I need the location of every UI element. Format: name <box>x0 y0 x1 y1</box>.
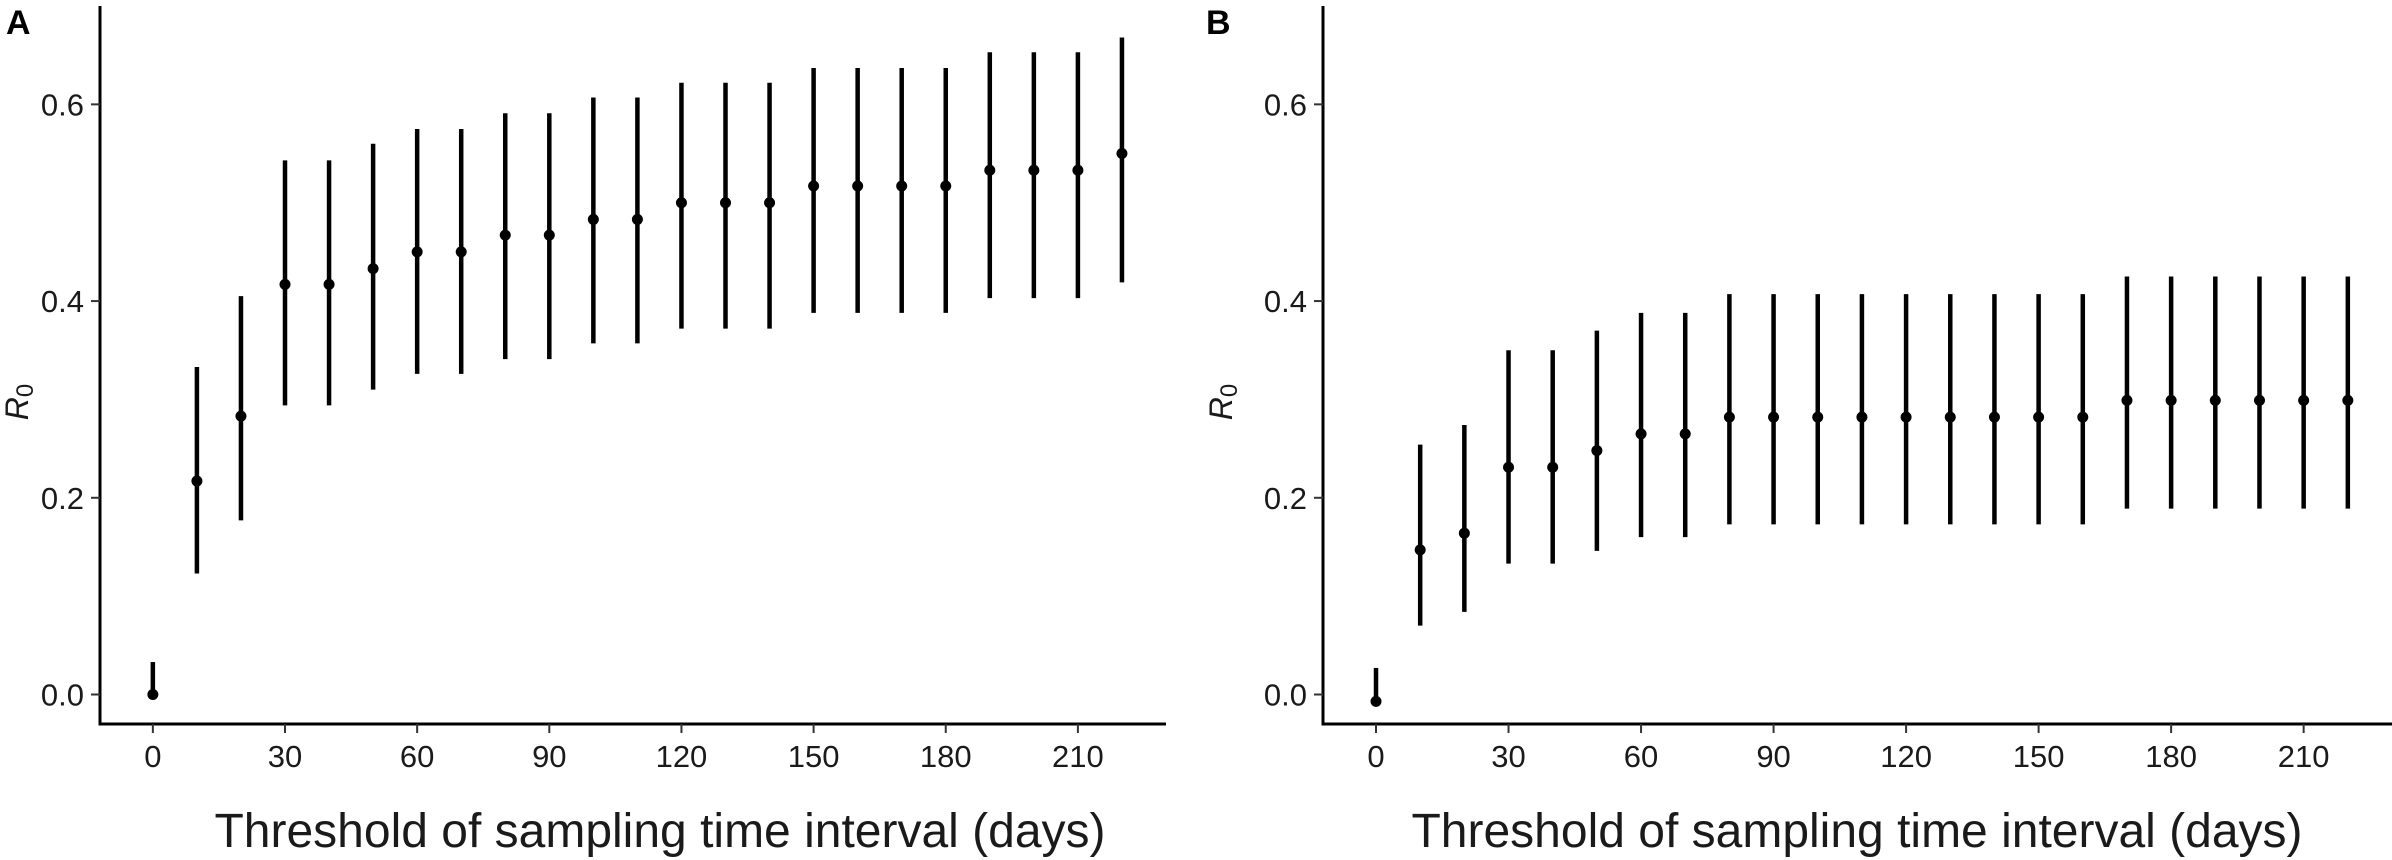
data-point <box>235 410 247 422</box>
data-point <box>1988 411 2000 423</box>
data-point <box>1414 544 1426 556</box>
y-tick-label: 0.6 <box>41 87 84 122</box>
data-point <box>984 164 996 176</box>
data-point <box>2121 394 2133 406</box>
data-point <box>1900 411 1912 423</box>
data-point <box>323 278 335 290</box>
x-tick-label: 60 <box>1624 739 1658 774</box>
data-point <box>367 263 379 275</box>
y-axis-title-a: R0 <box>0 384 39 420</box>
x-tick-label: 210 <box>1052 739 1104 774</box>
y-axis-title-b: R0 <box>1203 384 1243 420</box>
x-tick-label: 180 <box>920 739 972 774</box>
x-tick-label: 0 <box>1367 739 1384 774</box>
y-tick-label: 0.0 <box>1264 677 1307 712</box>
data-point <box>191 475 203 487</box>
x-tick-label: 210 <box>2278 739 2330 774</box>
data-point <box>2033 411 2045 423</box>
x-tick-label: 90 <box>1756 739 1790 774</box>
data-point <box>1723 411 1735 423</box>
data-point <box>455 246 467 258</box>
x-tick-label: 0 <box>144 739 161 774</box>
x-axis-title-a: Threshold of sampling time interval (day… <box>214 805 1105 858</box>
data-point <box>279 278 291 290</box>
y-tick-label: 0.6 <box>1264 87 1307 122</box>
data-point <box>720 197 732 209</box>
y-axis-title-sub-a: 0 <box>12 384 39 397</box>
data-point <box>1503 461 1515 473</box>
data-point <box>2077 411 2089 423</box>
data-point <box>1679 428 1691 440</box>
panel-a: A 0.0 0.2 0.4 0.6 0 30 60 90 120 150 180 210 Thresh… <box>0 4 1166 858</box>
data-point <box>2209 394 2221 406</box>
data-point <box>1856 411 1868 423</box>
data-point <box>1768 411 1780 423</box>
y-tick-label: 0.2 <box>1264 481 1307 516</box>
data-point <box>411 246 423 258</box>
data-point <box>587 213 599 225</box>
panel-label-b: B <box>1206 4 1231 42</box>
plot-area-a: 0.0 0.2 0.4 0.6 0 30 60 90 120 150 180 210 <box>41 6 1166 774</box>
x-tick-label: 150 <box>788 739 840 774</box>
x-tick-label: 150 <box>2013 739 2065 774</box>
data-point <box>852 180 864 192</box>
x-tick-label: 30 <box>268 739 302 774</box>
y-axis-title-sub-b: 0 <box>1216 384 1243 397</box>
data-point <box>2298 394 2310 406</box>
data-point <box>1370 695 1382 707</box>
panel-b: B 0.0 0.2 0.4 0.6 0 30 60 90 120 150 180 210 Thresh… <box>1203 4 2392 858</box>
x-tick-label: 120 <box>1880 739 1932 774</box>
panel-label-a: A <box>6 4 31 42</box>
data-point <box>2342 394 2354 406</box>
y-axis-title-main-a: R <box>0 397 35 420</box>
data-point <box>2165 394 2177 406</box>
data-point <box>631 213 643 225</box>
x-axis-title-b: Threshold of sampling time interval (day… <box>1411 805 2302 858</box>
data-point <box>808 180 820 192</box>
data-point <box>1116 148 1128 160</box>
x-tick-label: 60 <box>400 739 434 774</box>
data-point <box>1944 411 1956 423</box>
data-point <box>1812 411 1824 423</box>
data-point <box>675 197 687 209</box>
data-point <box>1547 461 1559 473</box>
data-point <box>1072 164 1084 176</box>
data-point <box>543 229 555 241</box>
x-tick-label: 30 <box>1491 739 1525 774</box>
y-tick-label: 0.0 <box>41 677 84 712</box>
plot-area-b: 0.0 0.2 0.4 0.6 0 30 60 90 120 150 180 210 <box>1264 6 2392 774</box>
data-point <box>1591 445 1603 457</box>
x-tick-label: 180 <box>2145 739 2197 774</box>
x-tick-label: 90 <box>532 739 566 774</box>
y-tick-label: 0.4 <box>1264 284 1307 319</box>
data-point <box>1458 527 1470 539</box>
data-point <box>2253 394 2265 406</box>
y-axis-title-main-b: R <box>1203 397 1239 420</box>
y-tick-label: 0.2 <box>41 481 84 516</box>
data-point <box>1635 428 1647 440</box>
data-point <box>940 180 952 192</box>
data-point <box>764 197 776 209</box>
x-tick-label: 120 <box>656 739 708 774</box>
y-tick-label: 0.4 <box>41 284 84 319</box>
data-point <box>896 180 908 192</box>
data-point <box>1028 164 1040 176</box>
data-point <box>147 688 159 700</box>
data-point <box>499 229 511 241</box>
